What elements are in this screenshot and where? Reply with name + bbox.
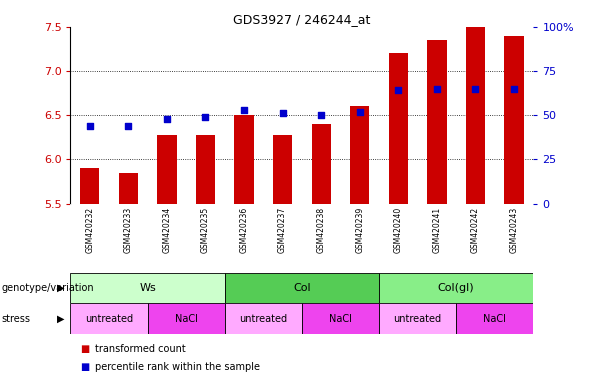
- Text: GSM420242: GSM420242: [471, 207, 480, 253]
- Point: [85, 123, 94, 129]
- Point: [200, 114, 210, 120]
- Point: [123, 123, 133, 129]
- Bar: [302, 303, 379, 334]
- Text: GSM420233: GSM420233: [124, 207, 133, 253]
- Bar: [389, 53, 408, 204]
- Bar: [273, 135, 292, 204]
- Point: [355, 109, 365, 115]
- Text: untreated: untreated: [85, 314, 133, 324]
- Bar: [196, 135, 215, 204]
- Text: ▶: ▶: [57, 314, 64, 324]
- Text: ■: ■: [80, 362, 89, 372]
- Point: [471, 86, 481, 92]
- Text: GSM420234: GSM420234: [162, 207, 172, 253]
- Text: ▶: ▶: [57, 283, 64, 293]
- Text: untreated: untreated: [239, 314, 287, 324]
- Text: ■: ■: [80, 344, 89, 354]
- Text: genotype/variation: genotype/variation: [1, 283, 94, 293]
- Point: [509, 86, 519, 92]
- Bar: [70, 303, 148, 334]
- Point: [432, 86, 442, 92]
- Bar: [456, 303, 533, 334]
- Text: GSM420240: GSM420240: [394, 207, 403, 253]
- Text: GSM420235: GSM420235: [201, 207, 210, 253]
- Bar: [234, 115, 254, 204]
- Point: [239, 107, 249, 113]
- Text: NaCl: NaCl: [483, 314, 506, 324]
- Text: GSM420239: GSM420239: [356, 207, 364, 253]
- Title: GDS3927 / 246244_at: GDS3927 / 246244_at: [233, 13, 371, 26]
- Text: Ws: Ws: [139, 283, 156, 293]
- Text: Col: Col: [293, 283, 311, 293]
- Text: GSM420238: GSM420238: [317, 207, 326, 253]
- Text: GSM420237: GSM420237: [278, 207, 287, 253]
- Bar: [379, 303, 456, 334]
- Point: [394, 88, 403, 94]
- Text: GSM420241: GSM420241: [432, 207, 441, 253]
- Bar: [350, 106, 370, 204]
- Text: GSM420232: GSM420232: [85, 207, 94, 253]
- Text: transformed count: transformed count: [95, 344, 186, 354]
- Text: GSM420243: GSM420243: [509, 207, 519, 253]
- Text: GSM420236: GSM420236: [240, 207, 248, 253]
- Text: percentile rank within the sample: percentile rank within the sample: [95, 362, 260, 372]
- Point: [162, 116, 172, 122]
- Bar: [119, 173, 138, 204]
- Bar: [225, 273, 379, 303]
- Text: NaCl: NaCl: [175, 314, 197, 324]
- Bar: [504, 36, 524, 204]
- Bar: [80, 168, 99, 204]
- Bar: [427, 40, 446, 204]
- Text: Col(gl): Col(gl): [438, 283, 474, 293]
- Bar: [70, 273, 225, 303]
- Text: stress: stress: [1, 314, 30, 324]
- Point: [278, 110, 287, 116]
- Bar: [466, 27, 485, 204]
- Bar: [148, 303, 225, 334]
- Bar: [379, 273, 533, 303]
- Text: NaCl: NaCl: [329, 314, 352, 324]
- Bar: [158, 135, 177, 204]
- Text: untreated: untreated: [394, 314, 442, 324]
- Bar: [311, 124, 331, 204]
- Bar: [225, 303, 302, 334]
- Point: [316, 112, 326, 118]
